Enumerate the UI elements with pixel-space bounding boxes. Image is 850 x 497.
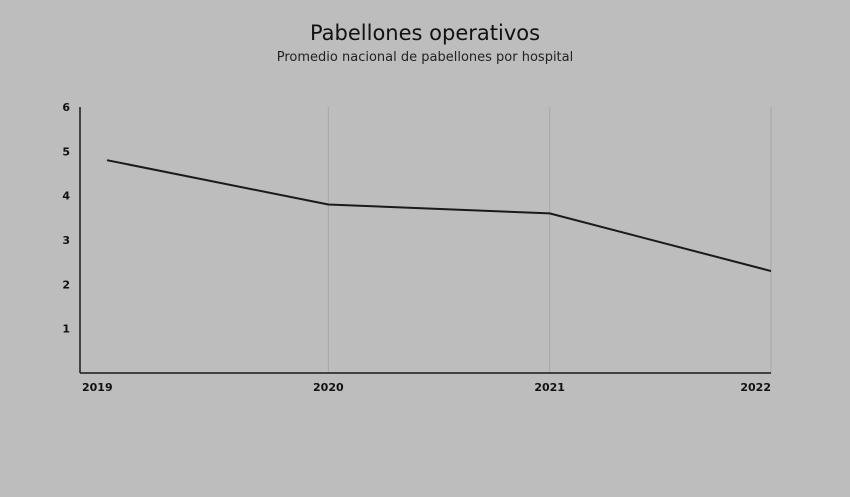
grid-lines bbox=[327, 107, 772, 373]
series-line-0 bbox=[106, 159, 772, 273]
x-tick-label-2020: 2020 bbox=[313, 381, 344, 394]
y-tick-label-3: 3 bbox=[62, 234, 70, 247]
x-tick-label-2021: 2021 bbox=[534, 381, 565, 394]
x-tick-label-2019: 2019 bbox=[82, 381, 113, 394]
series-layer bbox=[106, 159, 772, 273]
x-tick-label-2022: 2022 bbox=[740, 381, 771, 394]
x-axis-ticks: 2019 2020 2021 2022 bbox=[82, 381, 771, 394]
y-tick-label-1: 1 bbox=[62, 323, 70, 336]
y-tick-label-4: 4 bbox=[62, 190, 70, 203]
y-tick-label-6: 6 bbox=[62, 101, 70, 114]
y-tick-label-5: 5 bbox=[62, 145, 70, 158]
chart-subtitle: Promedio nacional de pabellones por hosp… bbox=[276, 50, 574, 65]
y-tick-label-2: 2 bbox=[62, 278, 70, 291]
y-axis-ticks: 1 2 3 4 5 6 bbox=[62, 101, 70, 336]
chart-title: Pabellones operativos bbox=[309, 21, 541, 45]
